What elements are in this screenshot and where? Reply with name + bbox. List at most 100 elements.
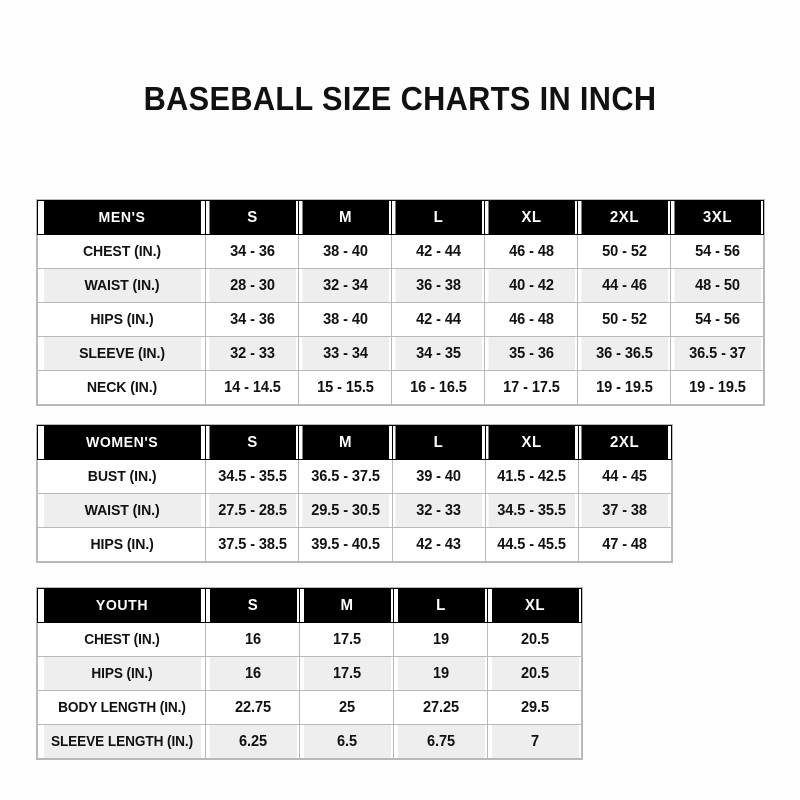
row-label-bust: BUST (IN.) — [42, 459, 202, 494]
row-label-chest: CHEST (IN.) — [42, 622, 201, 657]
cell-chest-3xl: 54 - 56 — [672, 234, 762, 269]
cell-chest-s: 34 - 36 — [207, 234, 297, 269]
mens-header-3xl: 3XL — [672, 200, 762, 235]
cell-w-hips-m: 39.5 - 40.5 — [301, 527, 390, 562]
cell-neck-m: 15 - 15.5 — [300, 370, 390, 405]
mens-header-m: M — [300, 200, 390, 235]
youth-size-table: YOUTH S M L XL CHEST (IN.) 16 17.5 19 20… — [37, 588, 582, 759]
cell-bust-xl: 41.5 - 42.5 — [487, 459, 576, 494]
womens-header-category: WOMEN'S — [42, 425, 202, 460]
cell-chest-2xl: 50 - 52 — [579, 234, 669, 269]
row-label-neck: NECK (IN.) — [42, 370, 201, 405]
table-row: HIPS (IN.) 16 17.5 19 20.5 — [38, 656, 582, 691]
table-row: SLEEVE (IN.) 32 - 33 33 - 34 34 - 35 35 … — [38, 336, 764, 371]
cell-y-chest-l: 19 — [395, 622, 486, 657]
cell-waist-s: 28 - 30 — [207, 268, 297, 303]
cell-y-body-s: 22.75 — [207, 690, 298, 725]
cell-y-hips-s: 16 — [207, 656, 298, 691]
table-row: HIPS (IN.) 37.5 - 38.5 39.5 - 40.5 42 - … — [38, 527, 672, 562]
cell-w-hips-2xl: 47 - 48 — [580, 527, 670, 562]
row-label-body-length: BODY LENGTH (IN.) — [42, 690, 201, 725]
cell-neck-3xl: 19 - 19.5 — [672, 370, 762, 405]
mens-header-2xl: 2XL — [579, 200, 669, 235]
womens-table-head: WOMEN'S S M L XL 2XL — [38, 425, 672, 460]
cell-w-waist-m: 29.5 - 30.5 — [301, 493, 390, 528]
womens-size-table: WOMEN'S S M L XL 2XL BUST (IN.) 34.5 - 3… — [37, 425, 672, 562]
cell-sleeve-2xl: 36 - 36.5 — [579, 336, 669, 371]
cell-sleeve-s: 32 - 33 — [207, 336, 297, 371]
youth-header-s: S — [207, 588, 298, 623]
mens-table-head: MEN'S S M L XL 2XL 3XL — [38, 200, 764, 235]
table-header-row: MEN'S S M L XL 2XL 3XL — [38, 200, 764, 235]
youth-table-head: YOUTH S M L XL — [38, 588, 582, 623]
cell-y-sleeve-xl: 7 — [489, 724, 580, 759]
cell-hips-l: 42 - 44 — [393, 302, 483, 337]
cell-waist-m: 32 - 34 — [300, 268, 390, 303]
cell-y-body-m: 25 — [301, 690, 392, 725]
row-label-sleeve-length: SLEEVE LENGTH (IN.) — [42, 724, 201, 759]
cell-y-chest-m: 17.5 — [301, 622, 392, 657]
cell-chest-l: 42 - 44 — [393, 234, 483, 269]
mens-table-body: CHEST (IN.) 34 - 36 38 - 40 42 - 44 46 -… — [38, 234, 764, 405]
cell-y-chest-xl: 20.5 — [489, 622, 580, 657]
cell-sleeve-xl: 35 - 36 — [486, 336, 576, 371]
cell-neck-xl: 17 - 17.5 — [486, 370, 576, 405]
row-label-hips: HIPS (IN.) — [42, 656, 201, 691]
mens-size-table: MEN'S S M L XL 2XL 3XL CHEST (IN.) 34 - … — [37, 200, 764, 405]
mens-header-l: L — [393, 200, 483, 235]
mens-header-s: S — [207, 200, 297, 235]
cell-waist-l: 36 - 38 — [393, 268, 483, 303]
row-label-chest: CHEST (IN.) — [42, 234, 201, 269]
table-row: NECK (IN.) 14 - 14.5 15 - 15.5 16 - 16.5… — [38, 370, 764, 405]
table-row: WAIST (IN.) 28 - 30 32 - 34 36 - 38 40 -… — [38, 268, 764, 303]
cell-chest-m: 38 - 40 — [300, 234, 390, 269]
youth-header-xl: XL — [489, 588, 580, 623]
table-row: HIPS (IN.) 34 - 36 38 - 40 42 - 44 46 - … — [38, 302, 764, 337]
womens-header-2xl: 2XL — [580, 425, 670, 460]
cell-y-hips-xl: 20.5 — [489, 656, 580, 691]
cell-w-hips-xl: 44.5 - 45.5 — [487, 527, 576, 562]
cell-w-waist-xl: 34.5 - 35.5 — [487, 493, 576, 528]
row-label-hips: HIPS (IN.) — [42, 527, 202, 562]
cell-hips-2xl: 50 - 52 — [579, 302, 669, 337]
womens-table-body: BUST (IN.) 34.5 - 35.5 36.5 - 37.5 39 - … — [38, 459, 672, 562]
youth-header-m: M — [301, 588, 392, 623]
cell-chest-xl: 46 - 48 — [486, 234, 576, 269]
cell-bust-s: 34.5 - 35.5 — [208, 459, 297, 494]
cell-w-waist-s: 27.5 - 28.5 — [208, 493, 297, 528]
cell-y-sleeve-l: 6.75 — [395, 724, 486, 759]
table-row: SLEEVE LENGTH (IN.) 6.25 6.5 6.75 7 — [38, 724, 582, 759]
cell-bust-m: 36.5 - 37.5 — [301, 459, 390, 494]
cell-w-waist-2xl: 37 - 38 — [580, 493, 670, 528]
cell-bust-2xl: 44 - 45 — [580, 459, 670, 494]
cell-sleeve-l: 34 - 35 — [393, 336, 483, 371]
cell-y-hips-l: 19 — [395, 656, 486, 691]
womens-header-m: M — [301, 425, 390, 460]
mens-header-xl: XL — [486, 200, 576, 235]
row-label-sleeve: SLEEVE (IN.) — [42, 336, 201, 371]
womens-header-s: S — [208, 425, 297, 460]
cell-y-chest-s: 16 — [207, 622, 298, 657]
cell-hips-m: 38 - 40 — [300, 302, 390, 337]
cell-hips-xl: 46 - 48 — [486, 302, 576, 337]
table-row: BUST (IN.) 34.5 - 35.5 36.5 - 37.5 39 - … — [38, 459, 672, 494]
cell-w-waist-l: 32 - 33 — [394, 493, 483, 528]
table-header-row: WOMEN'S S M L XL 2XL — [38, 425, 672, 460]
page-title: BASEBALL SIZE CHARTS IN INCH — [143, 80, 657, 117]
youth-header-category: YOUTH — [42, 588, 201, 623]
row-label-hips: HIPS (IN.) — [42, 302, 201, 337]
cell-hips-s: 34 - 36 — [207, 302, 297, 337]
table-row: CHEST (IN.) 34 - 36 38 - 40 42 - 44 46 -… — [38, 234, 764, 269]
cell-y-body-xl: 29.5 — [489, 690, 580, 725]
cell-waist-2xl: 44 - 46 — [579, 268, 669, 303]
womens-header-xl: XL — [487, 425, 576, 460]
cell-hips-3xl: 54 - 56 — [672, 302, 762, 337]
cell-w-hips-l: 42 - 43 — [394, 527, 483, 562]
row-label-waist: WAIST (IN.) — [42, 268, 201, 303]
cell-sleeve-m: 33 - 34 — [300, 336, 390, 371]
cell-neck-s: 14 - 14.5 — [207, 370, 297, 405]
table-row: CHEST (IN.) 16 17.5 19 20.5 — [38, 622, 582, 657]
table-row: BODY LENGTH (IN.) 22.75 25 27.25 29.5 — [38, 690, 582, 725]
youth-header-l: L — [395, 588, 486, 623]
